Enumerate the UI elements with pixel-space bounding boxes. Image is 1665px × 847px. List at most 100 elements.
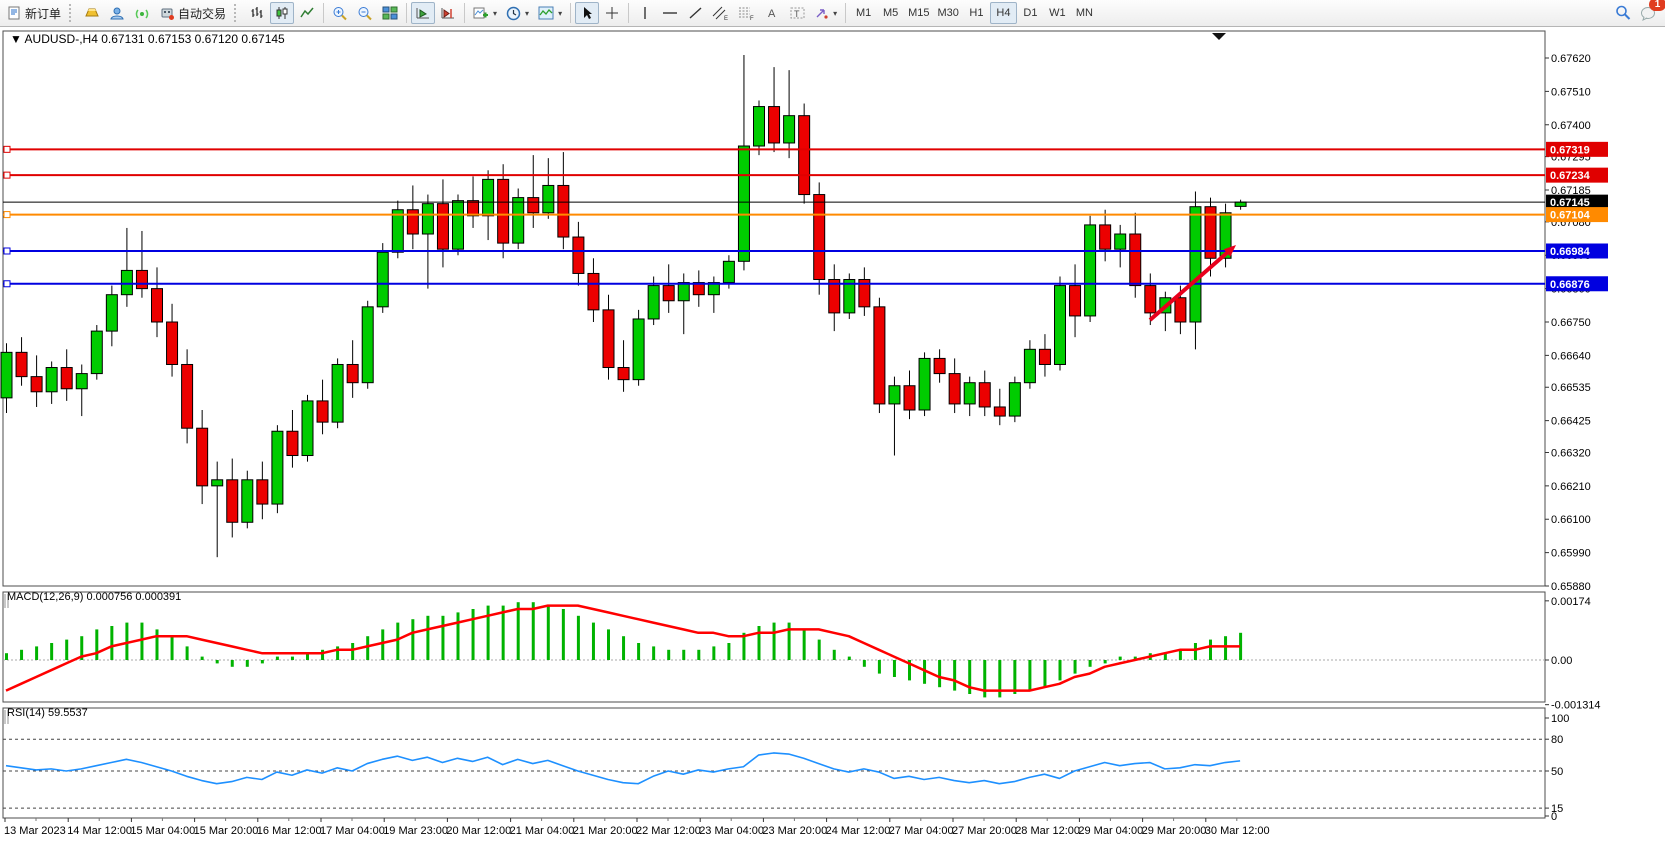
chart-shift-icon	[441, 8, 455, 19]
candle-bull	[75, 373, 88, 390]
time-axis-label: 14 Mar 12:00	[67, 825, 132, 837]
timeframe-H4[interactable]: H4	[989, 2, 1017, 24]
hline-anchor[interactable]	[3, 145, 11, 153]
text-label-tool-button[interactable]: T	[785, 2, 809, 24]
bar-chart-button[interactable]	[245, 2, 269, 24]
price-tick-label: 0.66535	[1551, 382, 1591, 394]
timeframe-M1[interactable]: M1	[855, 7, 872, 19]
time-axis-label: 22 Mar 12:00	[636, 825, 701, 837]
timeframe-M5[interactable]: M5	[882, 7, 899, 19]
candle-bull	[1023, 348, 1036, 384]
candle-bear	[828, 279, 841, 314]
candlestick-chart-button[interactable]	[270, 2, 295, 24]
new-chart-button[interactable]: ▾	[469, 2, 501, 24]
candle-bull	[90, 330, 103, 375]
candle-bull	[918, 357, 931, 411]
chart-canvas[interactable]: 0.676200.675100.674000.672950.671850.670…	[0, 28, 1665, 847]
candle-bull	[737, 145, 750, 262]
timeframe-H1[interactable]: H1	[969, 7, 984, 19]
price-label-pill	[1546, 167, 1608, 183]
crosshair-tool-button[interactable]	[600, 2, 624, 24]
price-label-pill	[1546, 276, 1608, 292]
candle-bull	[241, 479, 254, 523]
auto-trading-button[interactable]: 自动交易	[155, 2, 230, 24]
chart-window: 0.67620 0.67510 0.67400 0.67295 0.67185 0.670…	[0, 28, 1665, 847]
candle-bear	[181, 363, 194, 429]
price-label-pill	[1546, 194, 1608, 210]
signals-button[interactable]	[130, 2, 154, 24]
zoom-in-button[interactable]	[328, 2, 352, 24]
chart-shift-button[interactable]	[436, 2, 460, 24]
trendline-tool-button[interactable]	[683, 2, 707, 24]
price-tick-label: 0.67510	[1551, 86, 1591, 98]
macd-tick-label: 0.00174	[1551, 596, 1591, 608]
candle-bear	[602, 309, 615, 369]
candle-bull	[1054, 285, 1066, 365]
hline-anchor[interactable]	[3, 247, 11, 255]
candle-bull	[211, 479, 224, 487]
market-watch-button[interactable]	[80, 2, 104, 24]
panel-splitter-grip[interactable]	[4, 594, 6, 608]
trend-arrow-line[interactable]	[1148, 250, 1230, 322]
hline-anchor[interactable]	[3, 280, 11, 288]
tile-windows-button[interactable]	[378, 2, 402, 24]
new-order-button[interactable]: 新订单	[4, 2, 65, 24]
price-label-pill	[1546, 243, 1608, 259]
time-axis-label: 27 Mar 04:00	[889, 825, 954, 837]
zoom-out-button[interactable]	[353, 2, 377, 24]
time-axis-label: 16 Mar 12:00	[257, 825, 322, 837]
candle-bull	[707, 282, 720, 296]
candle-bear	[933, 357, 946, 375]
trend-arrow-head[interactable]	[1223, 245, 1236, 257]
timeframe-D1[interactable]: D1	[1023, 7, 1038, 19]
timeframe-W1[interactable]: W1	[1049, 7, 1066, 19]
line-chart-button[interactable]	[295, 2, 319, 24]
notifications-button[interactable]: 1	[1636, 0, 1665, 24]
price-tick-label: 0.65880	[1551, 581, 1591, 593]
chart-shift-marker[interactable]	[1212, 33, 1226, 40]
price-tick-label: 0.66640	[1551, 350, 1591, 362]
candle-bull	[376, 251, 389, 308]
new-order-label: 新订单	[25, 6, 62, 21]
candle-bull	[963, 382, 976, 405]
rsi-tick-label: 50	[1551, 766, 1563, 778]
mql5-community-button[interactable]	[105, 2, 129, 24]
equidistant-channel-tool-button[interactable]: E	[708, 2, 733, 24]
panel-splitter-grip[interactable]	[4, 710, 6, 724]
auto-scroll-button[interactable]	[411, 2, 436, 24]
price-tick-label: 0.65990	[1551, 548, 1591, 560]
panel-splitter-grip[interactable]	[7, 594, 9, 608]
price-tick-label: 0.67400	[1551, 120, 1591, 132]
time-axis-label: 20 Mar 12:00	[446, 825, 511, 837]
timeframe-M30[interactable]: M30	[937, 7, 959, 19]
macd-tick-label: 0.00	[1551, 655, 1572, 667]
timeframe-MN[interactable]: MN	[1075, 7, 1093, 19]
cursor-tool-button[interactable]	[575, 2, 600, 24]
hline-anchor[interactable]	[3, 211, 11, 219]
search-button[interactable]	[1611, 2, 1635, 24]
candle-bull	[452, 200, 464, 250]
candle-bear	[587, 272, 600, 311]
hline-anchor[interactable]	[3, 171, 11, 179]
rsi-label: RSI(14) 59.5537	[7, 707, 88, 719]
fibonacci-tool-button[interactable]: F	[734, 2, 759, 24]
time-axis-label: 23 Mar 04:00	[699, 825, 764, 837]
candle-bull	[753, 106, 765, 147]
text-tool-button[interactable]: A	[760, 2, 784, 24]
candle-bull	[331, 363, 344, 423]
timeframe-M15[interactable]: M15	[908, 7, 930, 19]
toolbar-separator	[464, 3, 466, 23]
vertical-line-tool-button[interactable]	[633, 2, 657, 24]
arrows-tool-button[interactable]: ▾	[810, 2, 841, 24]
fibonacci-icon: F	[739, 7, 754, 21]
candle-bull	[0, 351, 13, 399]
rsi-panel	[2, 707, 1546, 819]
templates-button[interactable]: ▾	[534, 2, 566, 24]
macd-label: MACD(12,26,9) 0.000756 0.000391	[7, 591, 181, 603]
horizontal-line-tool-button[interactable]	[658, 2, 682, 24]
periods-button[interactable]: ▾	[502, 2, 533, 24]
price-label-text: 0.66876	[1550, 279, 1590, 291]
cursor-arrow-icon	[583, 7, 592, 19]
auto-trading-label: 自动交易	[178, 6, 227, 21]
panel-splitter-grip[interactable]	[7, 710, 9, 724]
